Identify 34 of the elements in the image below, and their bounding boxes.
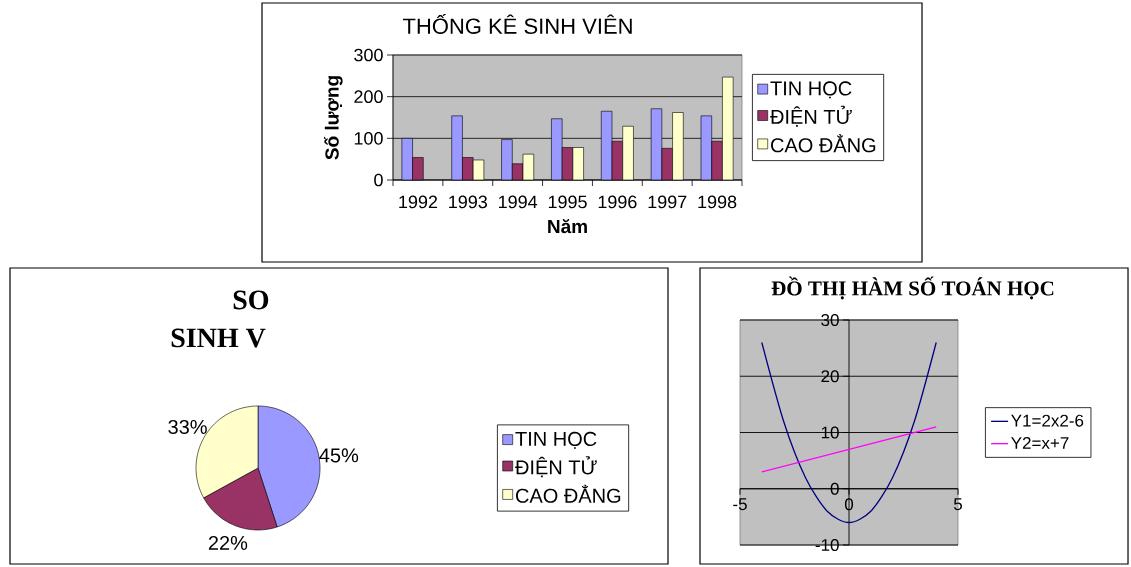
x-tick-label: 5: [953, 498, 963, 511]
legend-label: ĐIỆN TỬ: [515, 456, 597, 478]
x-tick-label: 1997: [648, 195, 687, 209]
y-tick-label: 0: [374, 173, 383, 187]
x-tick-label: 1998: [698, 195, 737, 209]
y-tick-label: 30: [821, 313, 839, 327]
legend-label: CAO ĐẲNG: [516, 484, 621, 503]
data-label: 33%: [168, 419, 207, 435]
line-series: [761, 341, 937, 524]
x-axis-title: Năm: [548, 219, 587, 234]
x-tick-label: 1995: [548, 195, 587, 209]
chart-title: ĐỒ THỊ HÀM SỐ TOÁN HỌC: [771, 276, 1054, 300]
x-tick-label: 1994: [499, 195, 538, 209]
legend-label: TIN HỌC: [770, 81, 852, 99]
legend-label: TIN HỌC: [515, 431, 597, 449]
chart-title: THỐNG KÊ SINH VIÊN: [403, 14, 632, 34]
x-tick-label: 1993: [449, 195, 488, 209]
chart-title: SO: [233, 290, 269, 310]
x-tick-label: -5: [733, 498, 747, 511]
y-tick-label: 300: [354, 48, 383, 62]
legend-label: CAO ĐẲNG: [771, 134, 876, 153]
y-tick-label: 200: [354, 90, 383, 104]
data-label: 22%: [208, 535, 248, 550]
legend-label: Y2=x+7: [1011, 436, 1069, 449]
data-label: 45%: [319, 448, 359, 463]
x-tick-label: 1992: [399, 195, 438, 209]
legend-label: Y1=2x2-6: [1011, 414, 1084, 427]
y-axis-title: Số lượng: [323, 76, 343, 160]
legend-label: ĐIỆN TỬ: [770, 105, 852, 127]
chart-subtitle: SINH V: [171, 328, 266, 348]
x-tick-label: 1996: [598, 195, 637, 209]
y-tick-label: -10: [815, 538, 839, 552]
y-tick-label: 100: [354, 131, 383, 145]
x-tick-label: 0: [844, 498, 854, 511]
